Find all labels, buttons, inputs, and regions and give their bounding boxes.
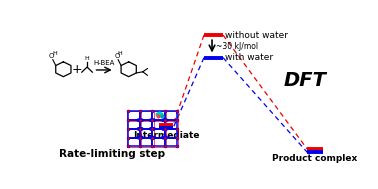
Text: H: H xyxy=(85,56,90,60)
Text: H: H xyxy=(118,51,122,56)
Text: DFT: DFT xyxy=(284,71,327,90)
Text: without water: without water xyxy=(225,31,288,40)
Text: Intermediate: Intermediate xyxy=(133,131,199,140)
Text: Rate-limiting step: Rate-limiting step xyxy=(59,149,165,159)
Text: O: O xyxy=(114,53,120,59)
Text: Product complex: Product complex xyxy=(273,154,358,163)
Text: H: H xyxy=(52,51,57,56)
Text: ~30 kJ/mol: ~30 kJ/mol xyxy=(215,42,258,51)
Text: +: + xyxy=(71,64,82,77)
Text: H-BEA: H-BEA xyxy=(93,60,115,66)
Text: with water: with water xyxy=(225,53,274,62)
Text: O: O xyxy=(49,53,54,59)
